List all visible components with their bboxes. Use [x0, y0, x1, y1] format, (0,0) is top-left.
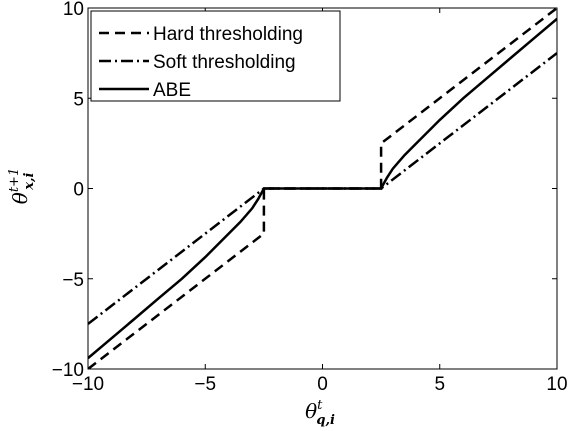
x-tick-label: 10: [546, 374, 567, 395]
legend-label: Hard thresholding: [153, 24, 303, 45]
x-tick-label: −5: [194, 374, 216, 395]
y-tick-label: 0: [73, 180, 84, 201]
x-tick-label: 0: [317, 374, 328, 395]
x-tick-label: −10: [72, 374, 104, 395]
series-line-solid: [88, 17, 557, 360]
y-tick-label: 5: [73, 89, 84, 110]
series-layer: [88, 8, 557, 369]
y-tick-label: −10: [52, 360, 84, 381]
legend-label: ABE: [153, 80, 191, 101]
ticks-layer: −10 −5 0 5 10 −10 −5 0 5 10: [52, 0, 568, 395]
x-axis-label: θt q,i: [305, 398, 335, 428]
y-tick-label: 10: [63, 0, 84, 20]
x-tick-label: 5: [434, 374, 445, 395]
y-axis-label: θt+1x,i: [7, 168, 37, 204]
legend: Hard thresholding Soft thresholding ABE: [90, 10, 341, 102]
y-tick-label: −5: [62, 270, 84, 291]
legend-label: Soft thresholding: [153, 52, 296, 73]
legend-box: [90, 10, 341, 102]
